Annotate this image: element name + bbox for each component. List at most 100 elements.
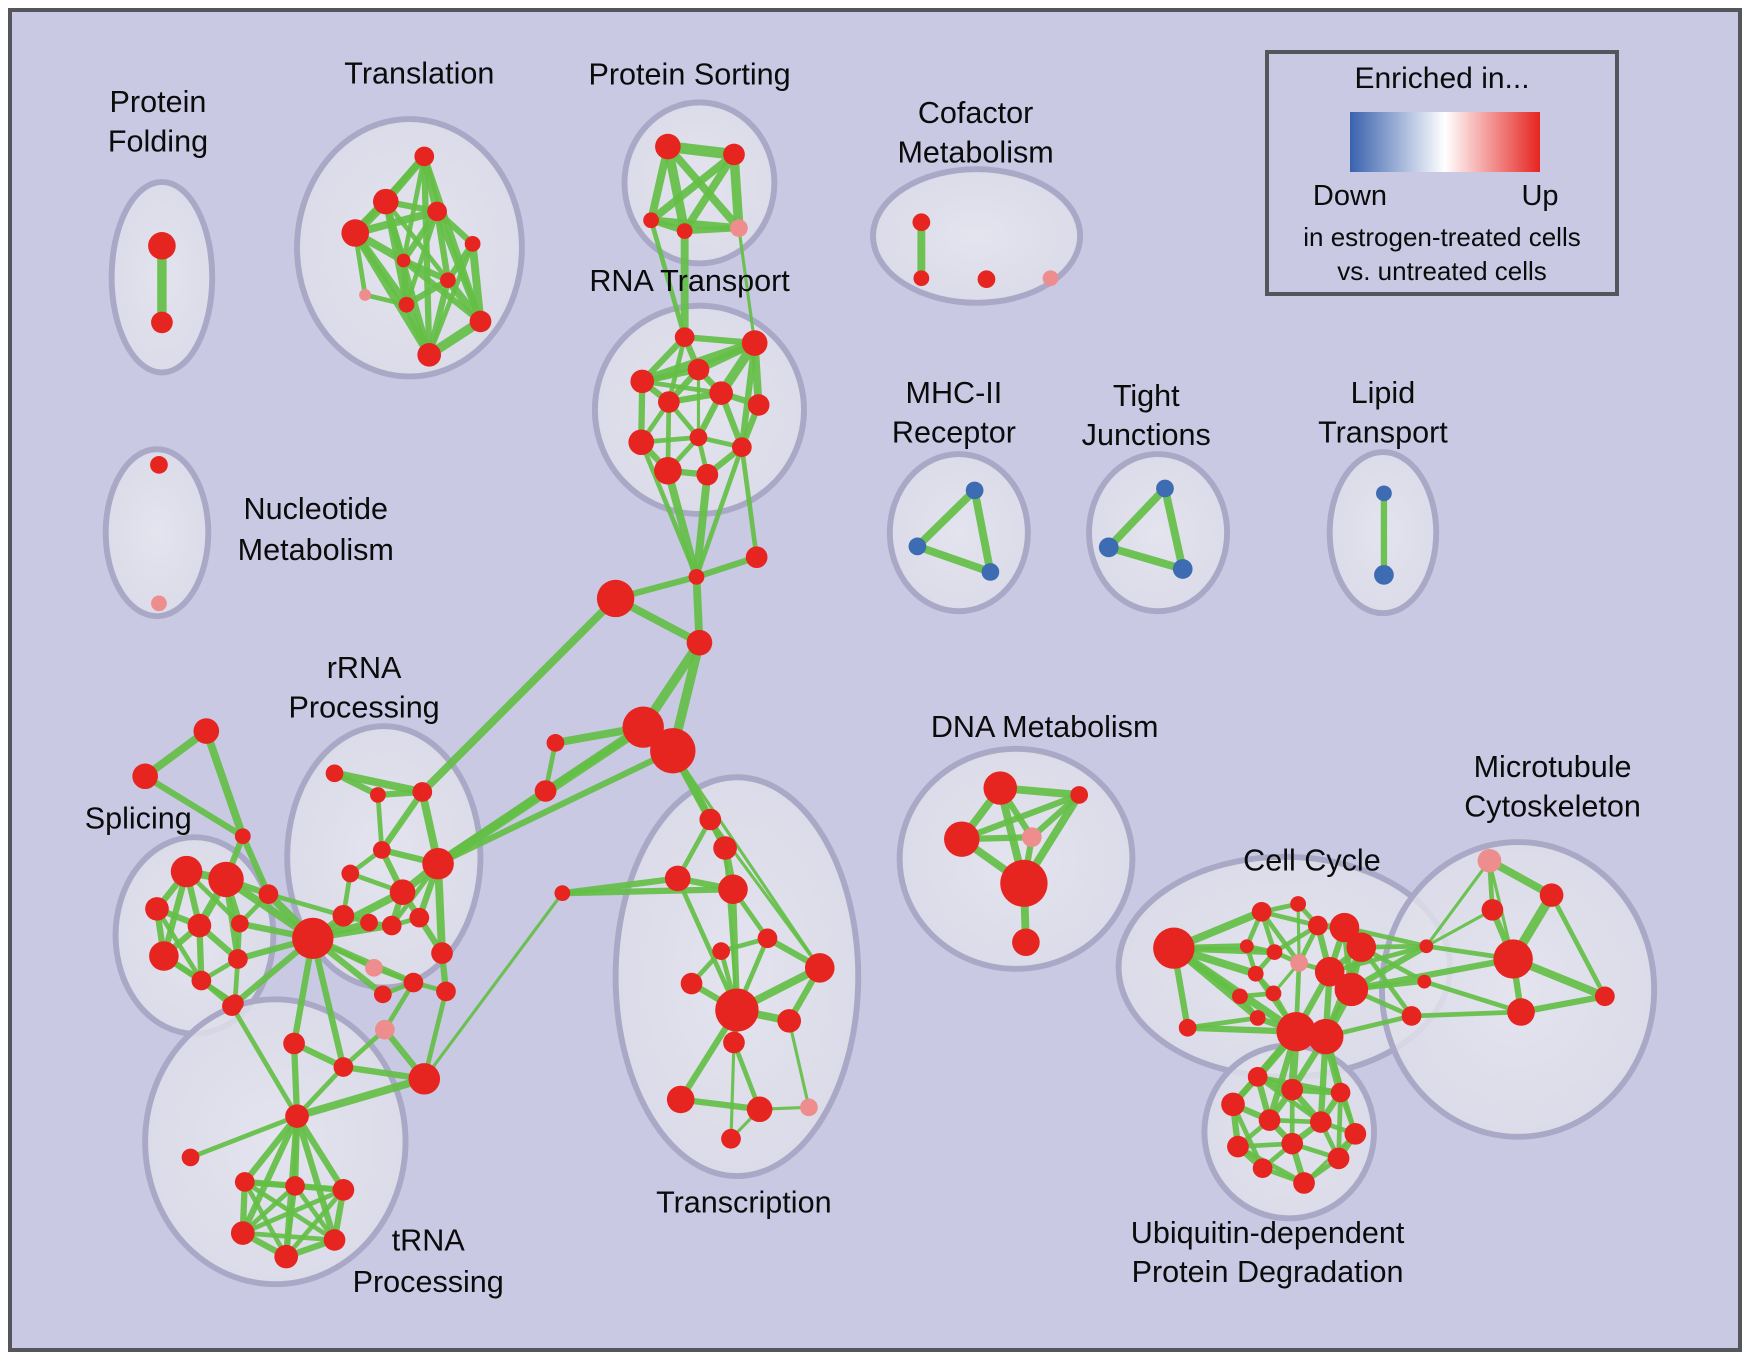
node-m2[interactable] bbox=[1481, 899, 1504, 921]
node-cf0[interactable] bbox=[912, 213, 931, 232]
node-tn7[interactable] bbox=[274, 1244, 299, 1269]
node-rr12[interactable] bbox=[365, 958, 383, 977]
node-v9[interactable] bbox=[1327, 1147, 1350, 1170]
node-j6[interactable] bbox=[546, 734, 565, 752]
node-t2[interactable] bbox=[427, 201, 447, 222]
node-k6[interactable] bbox=[1346, 932, 1377, 962]
node-j4[interactable] bbox=[622, 706, 664, 748]
node-nm0[interactable] bbox=[150, 456, 168, 474]
node-rt4[interactable] bbox=[709, 381, 733, 405]
node-v3[interactable] bbox=[1221, 1092, 1245, 1117]
node-rr15[interactable] bbox=[431, 942, 453, 964]
node-t5[interactable] bbox=[396, 253, 411, 268]
node-rt3[interactable] bbox=[630, 369, 655, 394]
node-dm0[interactable] bbox=[983, 771, 1018, 805]
node-j0[interactable] bbox=[688, 568, 705, 585]
node-rr6[interactable] bbox=[389, 879, 416, 905]
node-rr9[interactable] bbox=[381, 915, 402, 936]
node-m0[interactable] bbox=[1477, 848, 1502, 873]
node-t9[interactable] bbox=[469, 310, 492, 333]
node-g1[interactable] bbox=[132, 763, 158, 790]
node-lt1[interactable] bbox=[1374, 565, 1394, 585]
node-v5[interactable] bbox=[1309, 1111, 1332, 1133]
node-k11[interactable] bbox=[1334, 972, 1369, 1007]
node-k4[interactable] bbox=[1307, 915, 1328, 936]
node-tx12[interactable] bbox=[746, 1096, 773, 1123]
node-k3[interactable] bbox=[1290, 896, 1307, 912]
node-tx3[interactable] bbox=[718, 874, 748, 904]
node-pf1[interactable] bbox=[151, 311, 173, 334]
node-v6[interactable] bbox=[1344, 1123, 1367, 1145]
node-rr20[interactable] bbox=[374, 1019, 395, 1040]
node-rr10[interactable] bbox=[409, 907, 430, 928]
node-k7[interactable] bbox=[1239, 939, 1254, 954]
node-v11[interactable] bbox=[1293, 1172, 1315, 1194]
node-rr1[interactable] bbox=[370, 787, 386, 803]
node-k1[interactable] bbox=[1178, 1018, 1197, 1037]
node-sp1[interactable] bbox=[208, 861, 244, 898]
node-v10[interactable] bbox=[1252, 1158, 1273, 1179]
node-m5[interactable] bbox=[1417, 974, 1432, 989]
node-rt1[interactable] bbox=[741, 330, 768, 356]
node-v7[interactable] bbox=[1227, 1135, 1249, 1158]
node-tx9[interactable] bbox=[777, 1009, 802, 1033]
node-ps4[interactable] bbox=[730, 219, 748, 237]
node-g2[interactable] bbox=[234, 828, 251, 845]
node-tx2[interactable] bbox=[664, 865, 691, 892]
node-k2[interactable] bbox=[1251, 902, 1272, 922]
node-tj1[interactable] bbox=[1098, 537, 1119, 558]
node-dm4[interactable] bbox=[1000, 859, 1048, 907]
node-rr18[interactable] bbox=[333, 1057, 354, 1077]
node-rr4[interactable] bbox=[341, 864, 360, 883]
node-tx1[interactable] bbox=[713, 836, 737, 860]
node-rr19[interactable] bbox=[408, 1063, 441, 1095]
node-mh1[interactable] bbox=[908, 537, 927, 556]
node-tn4[interactable] bbox=[332, 1179, 355, 1201]
node-v0[interactable] bbox=[1247, 1067, 1268, 1087]
node-t1[interactable] bbox=[372, 188, 399, 215]
node-sp9[interactable] bbox=[258, 884, 279, 904]
node-rt5[interactable] bbox=[658, 391, 680, 413]
node-rr21[interactable] bbox=[222, 996, 242, 1016]
node-v8[interactable] bbox=[1281, 1132, 1304, 1155]
node-rr2[interactable] bbox=[412, 782, 433, 802]
node-ps0[interactable] bbox=[655, 133, 681, 160]
node-ps1[interactable] bbox=[723, 143, 745, 166]
node-v4[interactable] bbox=[1258, 1109, 1281, 1131]
node-tn1[interactable] bbox=[181, 1148, 200, 1167]
node-tx13[interactable] bbox=[800, 1098, 818, 1117]
node-sp3[interactable] bbox=[187, 913, 212, 938]
node-ps2[interactable] bbox=[643, 212, 660, 229]
node-mh0[interactable] bbox=[965, 481, 984, 500]
node-tn6[interactable] bbox=[323, 1229, 346, 1251]
node-tx11[interactable] bbox=[666, 1085, 695, 1114]
node-tn3[interactable] bbox=[285, 1176, 305, 1196]
node-dm3[interactable] bbox=[1021, 827, 1042, 847]
node-t8[interactable] bbox=[398, 296, 415, 313]
node-sp4[interactable] bbox=[230, 914, 249, 933]
node-k14[interactable] bbox=[1265, 985, 1282, 1002]
node-rr7[interactable] bbox=[332, 904, 355, 927]
node-pf0[interactable] bbox=[148, 232, 176, 260]
node-dm1[interactable] bbox=[1070, 786, 1089, 804]
node-k16[interactable] bbox=[1276, 1012, 1316, 1052]
node-j3[interactable] bbox=[686, 629, 713, 656]
node-rt9[interactable] bbox=[731, 437, 752, 458]
node-k15[interactable] bbox=[1249, 1010, 1266, 1026]
node-rt7[interactable] bbox=[628, 429, 655, 456]
node-t6[interactable] bbox=[440, 272, 456, 289]
node-dm2[interactable] bbox=[944, 821, 980, 857]
node-cf2[interactable] bbox=[977, 270, 996, 289]
node-tx0[interactable] bbox=[699, 808, 722, 831]
node-v1[interactable] bbox=[1281, 1078, 1304, 1101]
node-m8[interactable] bbox=[1401, 1006, 1422, 1026]
node-sp7[interactable] bbox=[191, 970, 212, 991]
node-tn2[interactable] bbox=[234, 1172, 255, 1192]
node-k17[interactable] bbox=[1307, 1018, 1344, 1055]
node-tj2[interactable] bbox=[1172, 559, 1193, 579]
node-tx14[interactable] bbox=[721, 1128, 741, 1149]
node-tx4[interactable] bbox=[757, 928, 778, 949]
node-t7[interactable] bbox=[359, 289, 372, 301]
node-tn5[interactable] bbox=[230, 1221, 255, 1245]
node-dm5[interactable] bbox=[1012, 928, 1040, 957]
